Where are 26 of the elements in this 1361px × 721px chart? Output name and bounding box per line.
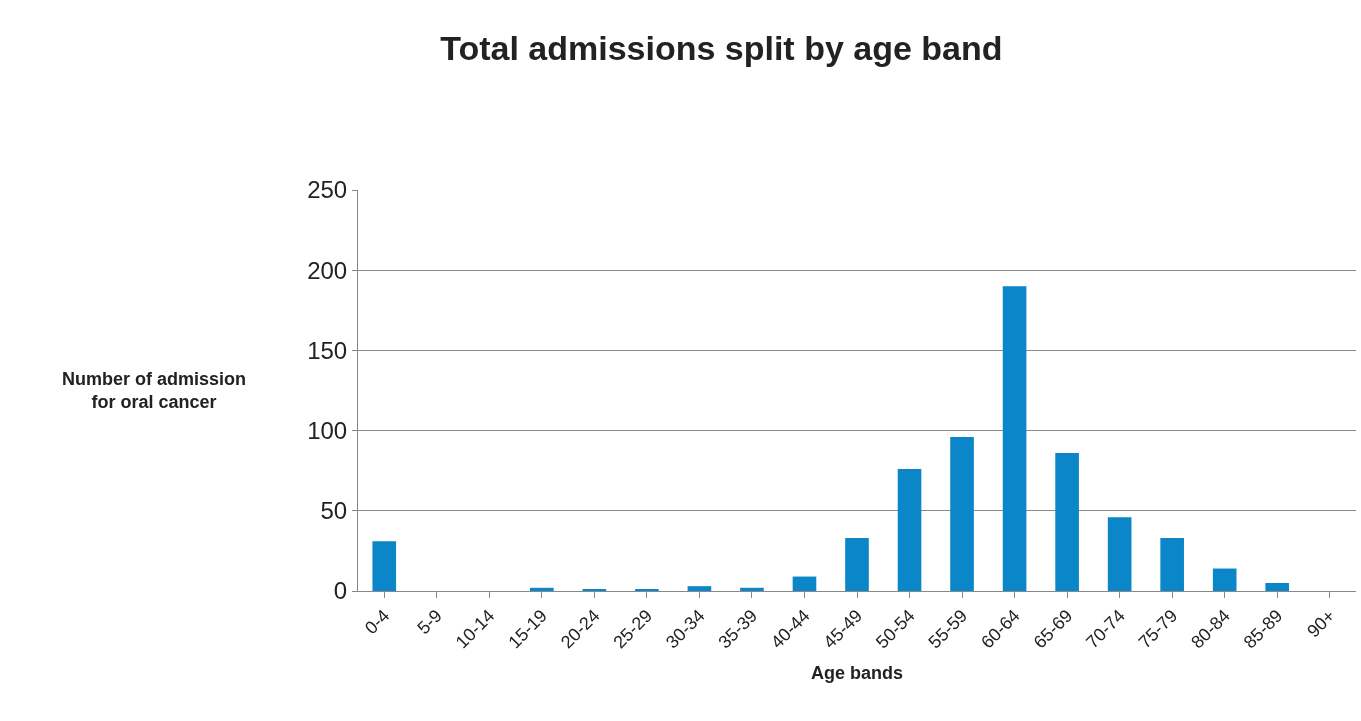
bar bbox=[687, 586, 712, 591]
bar bbox=[792, 576, 817, 591]
x-tick-label: 90+ bbox=[1303, 605, 1339, 642]
bar bbox=[530, 587, 554, 591]
bar bbox=[1107, 517, 1132, 591]
chart-title: Total admissions split by age band bbox=[440, 28, 1003, 67]
bar bbox=[372, 541, 397, 591]
bar bbox=[1002, 286, 1027, 591]
bar bbox=[1265, 582, 1290, 591]
y-tick-label: 100 bbox=[307, 417, 348, 444]
bar bbox=[740, 587, 764, 591]
x-tick-label: 0-4 bbox=[360, 605, 394, 639]
y-tick-label: 200 bbox=[307, 256, 348, 284]
y-tick-label: 150 bbox=[307, 336, 348, 364]
y-axis-title: Number of admission for oral cancer bbox=[62, 369, 247, 413]
y-tick-label: 50 bbox=[320, 497, 348, 525]
bar bbox=[845, 538, 869, 591]
bar bbox=[1055, 453, 1079, 591]
y-tick-label: 0 bbox=[333, 577, 348, 605]
bar bbox=[897, 469, 922, 591]
bar bbox=[1212, 568, 1237, 591]
bar bbox=[1160, 538, 1184, 591]
bar bbox=[950, 437, 974, 591]
x-tick-label: 5-9 bbox=[413, 605, 446, 639]
y-tick-label: 250 bbox=[307, 176, 348, 204]
x-axis-title: Age bands bbox=[810, 663, 904, 684]
